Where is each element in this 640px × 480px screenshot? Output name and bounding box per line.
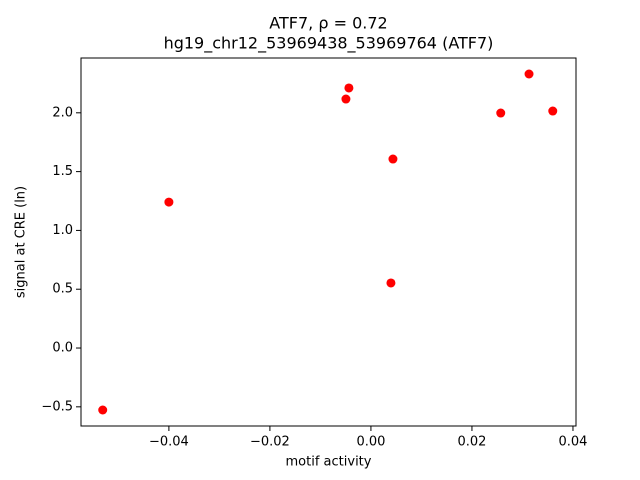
y-tick-label: 0.0 xyxy=(52,341,73,356)
chart-subtitle: hg19_chr12_53969438_53969764 (ATF7) xyxy=(164,34,494,54)
y-tick-label: 0.5 xyxy=(52,282,73,297)
x-tick-label: −0.02 xyxy=(250,435,290,450)
scatter-point xyxy=(524,69,534,79)
plot-frame xyxy=(80,57,577,427)
x-tick-label: 0.04 xyxy=(558,435,587,450)
y-tick-label: −0.5 xyxy=(41,399,73,414)
scatter-point xyxy=(98,405,108,415)
y-tick-label: 2.0 xyxy=(52,105,73,120)
scatter-point xyxy=(388,154,398,164)
scatter-point xyxy=(341,94,351,104)
x-axis-label: motif activity xyxy=(286,455,372,470)
x-tick-label: 0.00 xyxy=(356,435,385,450)
y-tick-label: 1.0 xyxy=(52,223,73,238)
scatter-point xyxy=(344,83,354,93)
scatter-point xyxy=(386,278,396,288)
y-tick-label: 1.5 xyxy=(52,164,73,179)
x-tick-label: −0.04 xyxy=(149,435,189,450)
scatter-point xyxy=(548,106,558,116)
scatter-point xyxy=(164,197,174,207)
scatter-point xyxy=(496,108,506,118)
y-axis-label: signal at CRE (ln) xyxy=(14,186,29,298)
chart-title: ATF7, ρ = 0.72 xyxy=(269,14,387,33)
x-tick-label: 0.02 xyxy=(457,435,486,450)
